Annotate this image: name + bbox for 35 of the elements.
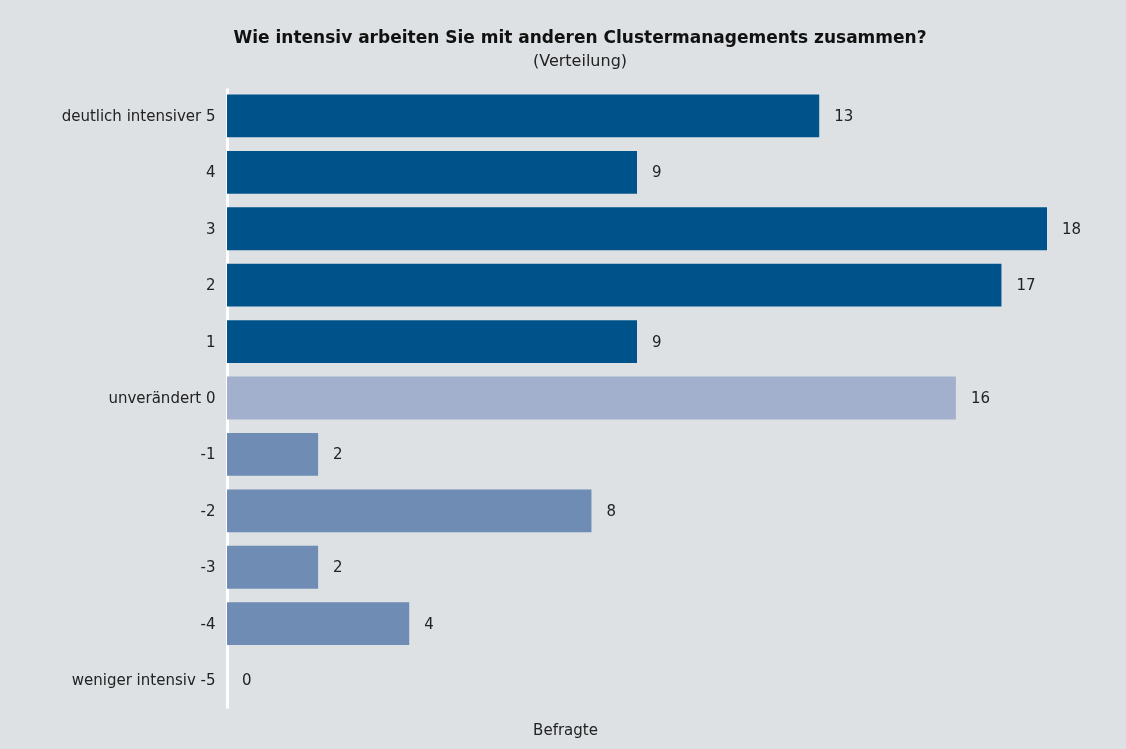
- y-tick-label: deutlich intensiver 5: [61, 106, 216, 125]
- data-label: 18: [1062, 219, 1082, 238]
- bar: [227, 263, 1002, 307]
- bar: [227, 207, 1047, 251]
- y-tick-label: -3: [200, 558, 216, 577]
- bar: [227, 545, 319, 589]
- bar: [227, 94, 820, 138]
- data-label: 2: [333, 558, 343, 577]
- data-label: 4: [424, 614, 434, 633]
- data-label: 0: [242, 671, 252, 690]
- y-tick-label: unverändert 0: [108, 389, 216, 407]
- y-tick-label: 4: [205, 163, 216, 182]
- data-label: 9: [652, 163, 662, 182]
- data-label: 9: [652, 332, 662, 351]
- y-tick-label: -1: [200, 445, 216, 464]
- bar: [227, 432, 319, 476]
- data-label: 17: [1016, 276, 1036, 295]
- bar: [227, 602, 410, 646]
- y-tick-label: 3: [205, 219, 216, 238]
- bar: [227, 150, 637, 194]
- data-label: 13: [834, 106, 854, 125]
- y-tick-label: 2: [205, 276, 216, 295]
- y-tick-label: -4: [200, 614, 216, 633]
- data-label: 8: [606, 501, 616, 520]
- data-label: 16: [970, 389, 990, 407]
- bar: [227, 489, 592, 533]
- x-axis-title: Befragte: [533, 720, 598, 739]
- bar: [227, 320, 637, 364]
- chart-title: Wie intensiv arbeiten Sie mit anderen Clustermanagements zusammen?: [233, 27, 927, 47]
- y-tick-label: -2: [200, 501, 216, 520]
- y-tick-label: weniger intensiv -5: [71, 671, 216, 690]
- y-tick-label: 1: [205, 332, 216, 351]
- data-label: 2: [333, 445, 343, 464]
- bar: [227, 376, 956, 420]
- chart-subtitle: (Verteilung): [532, 51, 628, 70]
